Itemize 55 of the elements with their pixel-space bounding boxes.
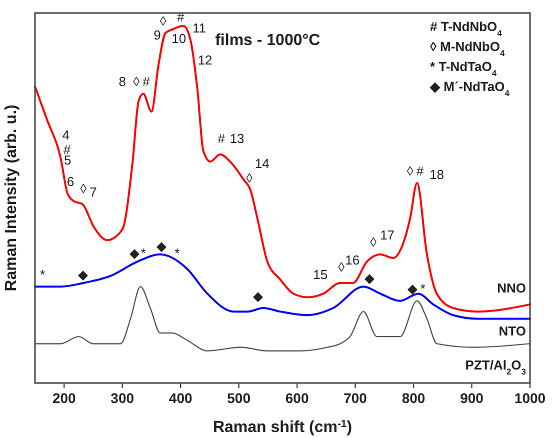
annotation: 12 [198, 53, 212, 68]
annotation: 9 [154, 28, 161, 44]
x-tick-label: 300 [110, 390, 134, 406]
x-tick-label: 400 [168, 390, 192, 406]
x-tick-label: 500 [227, 390, 251, 406]
x-axis-title: Raman shift (cm$^{-1}$) [212, 418, 352, 436]
annotation: ◊ [406, 164, 414, 179]
series-label: NTO [498, 324, 526, 339]
chart-title: films - 1000°C [215, 32, 321, 49]
annotation: ◆ [253, 288, 264, 304]
annotation: 5 [64, 153, 72, 168]
x-tick-label: 200 [52, 390, 76, 406]
annotation: ◊ [338, 260, 346, 276]
annotation: * T-NdTaO$_{4}$ [430, 59, 497, 78]
x-tick-label: 800 [402, 390, 426, 406]
annotation: 15 [313, 267, 328, 282]
annotation: * [420, 282, 426, 297]
annotation: # T-NdNbO$_{4}$ [430, 19, 502, 38]
annotation: ◆ [156, 238, 166, 254]
x-tick-label: 600 [285, 390, 309, 406]
annotation: 11 [192, 20, 206, 36]
x-tick-label: 900 [460, 390, 484, 406]
series-label: NNO [497, 280, 526, 296]
annotation: 17 [380, 228, 395, 244]
annotation: 6 [66, 174, 74, 190]
y-axis-title: Raman Intensity (arb. u.) [3, 104, 20, 292]
annotation: ◆ [130, 246, 140, 261]
annotation: ◊ [370, 235, 378, 250]
annotation: # [218, 132, 226, 147]
x-tick-label: 700 [344, 390, 368, 406]
annotation: # [142, 74, 151, 90]
annotation: 10 [172, 32, 186, 47]
annotation: ◆ M´-NdTaO$_{4}$ [429, 79, 510, 98]
annotation: ◊ [160, 14, 167, 29]
annotation: 18 [430, 167, 444, 182]
annotation: 7 [90, 185, 97, 200]
annotation: 16 [345, 253, 360, 268]
annotation: * [40, 267, 46, 282]
annotation: ◊ [80, 182, 88, 197]
annotation: ◊ [133, 74, 140, 90]
annotation: # [416, 164, 424, 179]
annotation: * [140, 246, 146, 261]
x-tick-label: 1000 [514, 390, 546, 406]
annotation: * [174, 246, 180, 261]
annotation: 8 [118, 74, 126, 90]
annotation: ◆ [364, 270, 374, 286]
annotation: 13 [230, 132, 244, 147]
annotation: ◊ M-NdNbO$_{4}$ [430, 39, 505, 58]
text: # [176, 10, 185, 26]
annotation: ◊ [246, 170, 254, 186]
annotation: ◆ [78, 267, 88, 282]
annotation: 4 [62, 128, 70, 144]
annotation: 14 [254, 156, 270, 172]
annotation: ◆ [407, 282, 418, 297]
series-label: PZT/Al$_{2}$O$_{3}$ [465, 358, 526, 377]
